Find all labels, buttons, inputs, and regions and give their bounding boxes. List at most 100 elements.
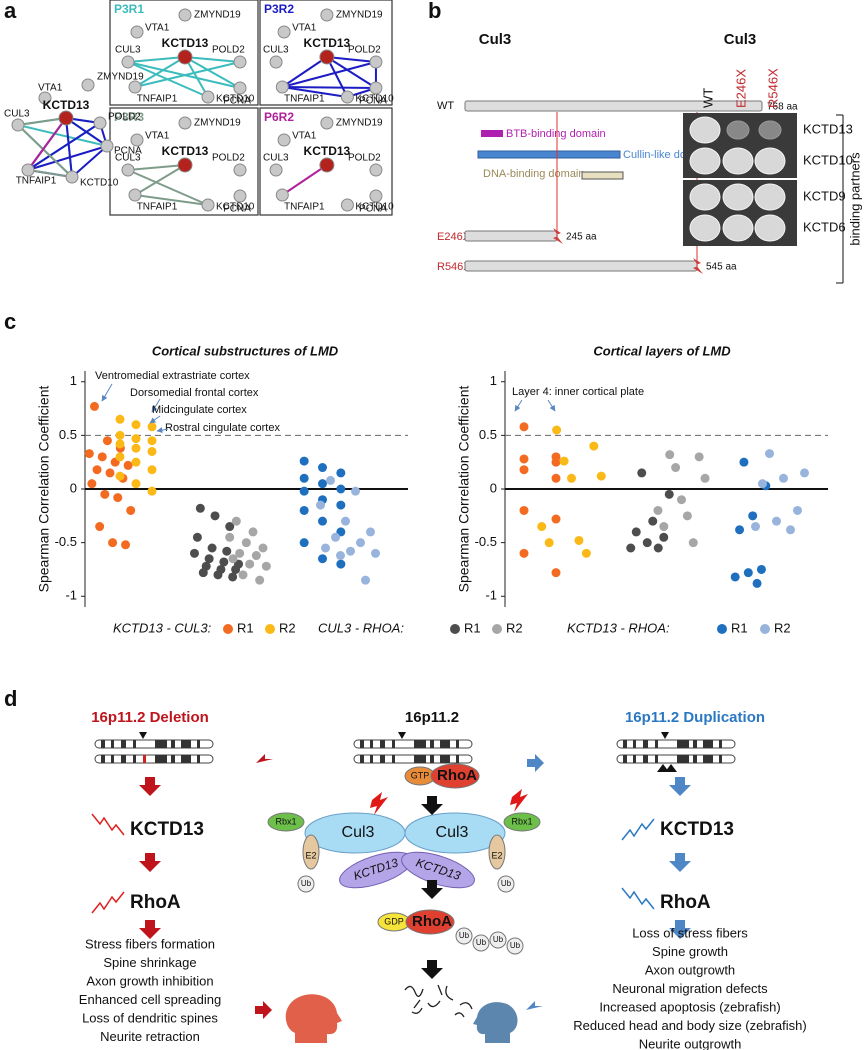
point	[356, 538, 365, 548]
mutant-length: 245 aa	[566, 232, 597, 243]
point	[551, 568, 561, 578]
node-label: ZMYND19	[194, 118, 241, 129]
arrow	[139, 777, 161, 796]
chromosome-band	[633, 755, 636, 763]
effect: Neurite outgrowth	[639, 1036, 742, 1050]
point	[92, 465, 102, 475]
row-label: KCTD10	[803, 152, 853, 167]
subnetwork-title: P6R2	[264, 110, 294, 124]
node	[21, 163, 35, 177]
point	[147, 436, 157, 446]
lightning	[370, 792, 388, 815]
node	[81, 78, 95, 92]
node	[369, 81, 383, 95]
point	[552, 425, 562, 435]
node	[340, 90, 354, 104]
mutant-bar	[464, 260, 698, 272]
point	[671, 463, 681, 473]
point	[115, 439, 125, 449]
node-label: VTA1	[145, 23, 170, 34]
point	[97, 452, 107, 462]
rhoa-label: RhoA	[437, 767, 477, 784]
point	[361, 575, 370, 585]
column-label: WT	[700, 88, 715, 108]
point	[147, 446, 157, 456]
node-label: CUL3	[263, 45, 289, 56]
protein-label: RhoA	[660, 892, 711, 913]
locus-marker	[398, 732, 406, 739]
mutant-label: E246X	[437, 231, 471, 243]
locus-marker	[139, 732, 147, 739]
point	[631, 527, 641, 537]
point	[336, 468, 346, 478]
panel-label: a	[4, 0, 17, 23]
point	[121, 540, 131, 550]
node	[93, 116, 107, 130]
point	[222, 546, 232, 556]
node-label: KCTD10	[216, 202, 255, 213]
point	[238, 570, 248, 580]
gene-label: KCTD13	[130, 819, 204, 840]
protein-label: RhoA	[130, 892, 181, 913]
edge	[71, 145, 108, 178]
point	[131, 479, 141, 489]
y-tick-label: -0.5	[475, 534, 497, 549]
legend-swatch	[450, 624, 460, 634]
arrow	[139, 920, 161, 939]
node-label: KCTD13	[162, 144, 209, 158]
rbx1	[503, 812, 541, 832]
point	[653, 543, 663, 553]
annotation-arrow	[514, 399, 523, 412]
point	[665, 450, 675, 460]
chromosome-band	[430, 755, 434, 763]
edge	[282, 86, 376, 89]
node	[233, 55, 247, 69]
chromosome-band	[370, 740, 373, 748]
node	[369, 189, 383, 203]
point	[659, 532, 669, 542]
arrow	[669, 777, 691, 796]
point	[664, 489, 674, 499]
point	[228, 554, 238, 564]
point	[115, 452, 125, 462]
subnetwork-title: P3R3	[114, 110, 144, 124]
arrow	[421, 796, 443, 815]
point	[147, 486, 157, 496]
chromosome-band	[633, 740, 636, 748]
point	[519, 465, 529, 475]
arrow	[527, 754, 544, 772]
chromosome-band	[456, 755, 459, 763]
point	[730, 572, 740, 582]
point	[195, 503, 205, 513]
construct-title: Cul3	[479, 31, 512, 48]
effect: Enhanced cell spreading	[79, 992, 221, 1007]
node	[269, 55, 283, 69]
point	[299, 486, 309, 496]
e2	[302, 834, 320, 870]
column-label: R546X	[765, 68, 780, 108]
point	[519, 548, 529, 558]
row-label: KCTD6	[803, 219, 846, 234]
node	[128, 188, 142, 202]
up-trend	[91, 891, 125, 914]
node-label: POLD2	[348, 45, 381, 56]
point	[559, 456, 569, 466]
node	[269, 163, 283, 177]
chromosome-band	[430, 740, 434, 748]
point	[231, 516, 241, 526]
node-label: KCTD13	[162, 36, 209, 50]
effect: Neuronal migration defects	[612, 981, 768, 996]
point	[653, 505, 663, 515]
yeast-blot: Cul3 binding partners WT E246X R546X KCTD13…	[683, 31, 862, 284]
e2-label: E2	[305, 850, 316, 860]
annotation-arrow	[547, 399, 556, 412]
legend-group: KCTD13 - CUL3:	[113, 620, 212, 635]
point	[682, 511, 692, 521]
node-label: KCTD13	[43, 98, 90, 112]
arrow	[669, 920, 691, 939]
point	[131, 420, 141, 430]
point	[87, 479, 97, 489]
point	[318, 479, 327, 489]
chromosome-band	[414, 755, 426, 763]
